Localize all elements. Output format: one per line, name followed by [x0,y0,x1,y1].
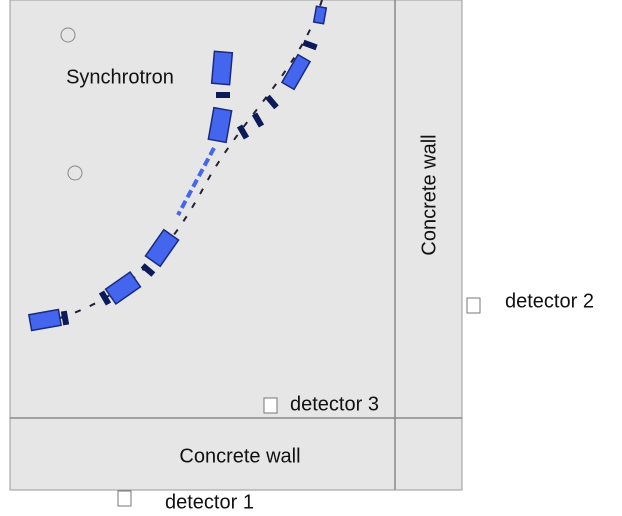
label: Synchrotron [66,66,174,88]
label: Concrete wall [179,445,300,467]
detector-icon [263,397,278,414]
detector-label: detector 2 [505,290,594,312]
detector-icon [117,490,132,507]
detector-icon [466,297,481,314]
detector-label: detector 1 [165,491,254,513]
marker [67,165,83,181]
label: Concrete wall [418,134,440,255]
beamline [27,0,328,332]
room-floor [9,0,463,491]
marker [60,27,76,43]
detector-label: detector 3 [290,393,379,415]
